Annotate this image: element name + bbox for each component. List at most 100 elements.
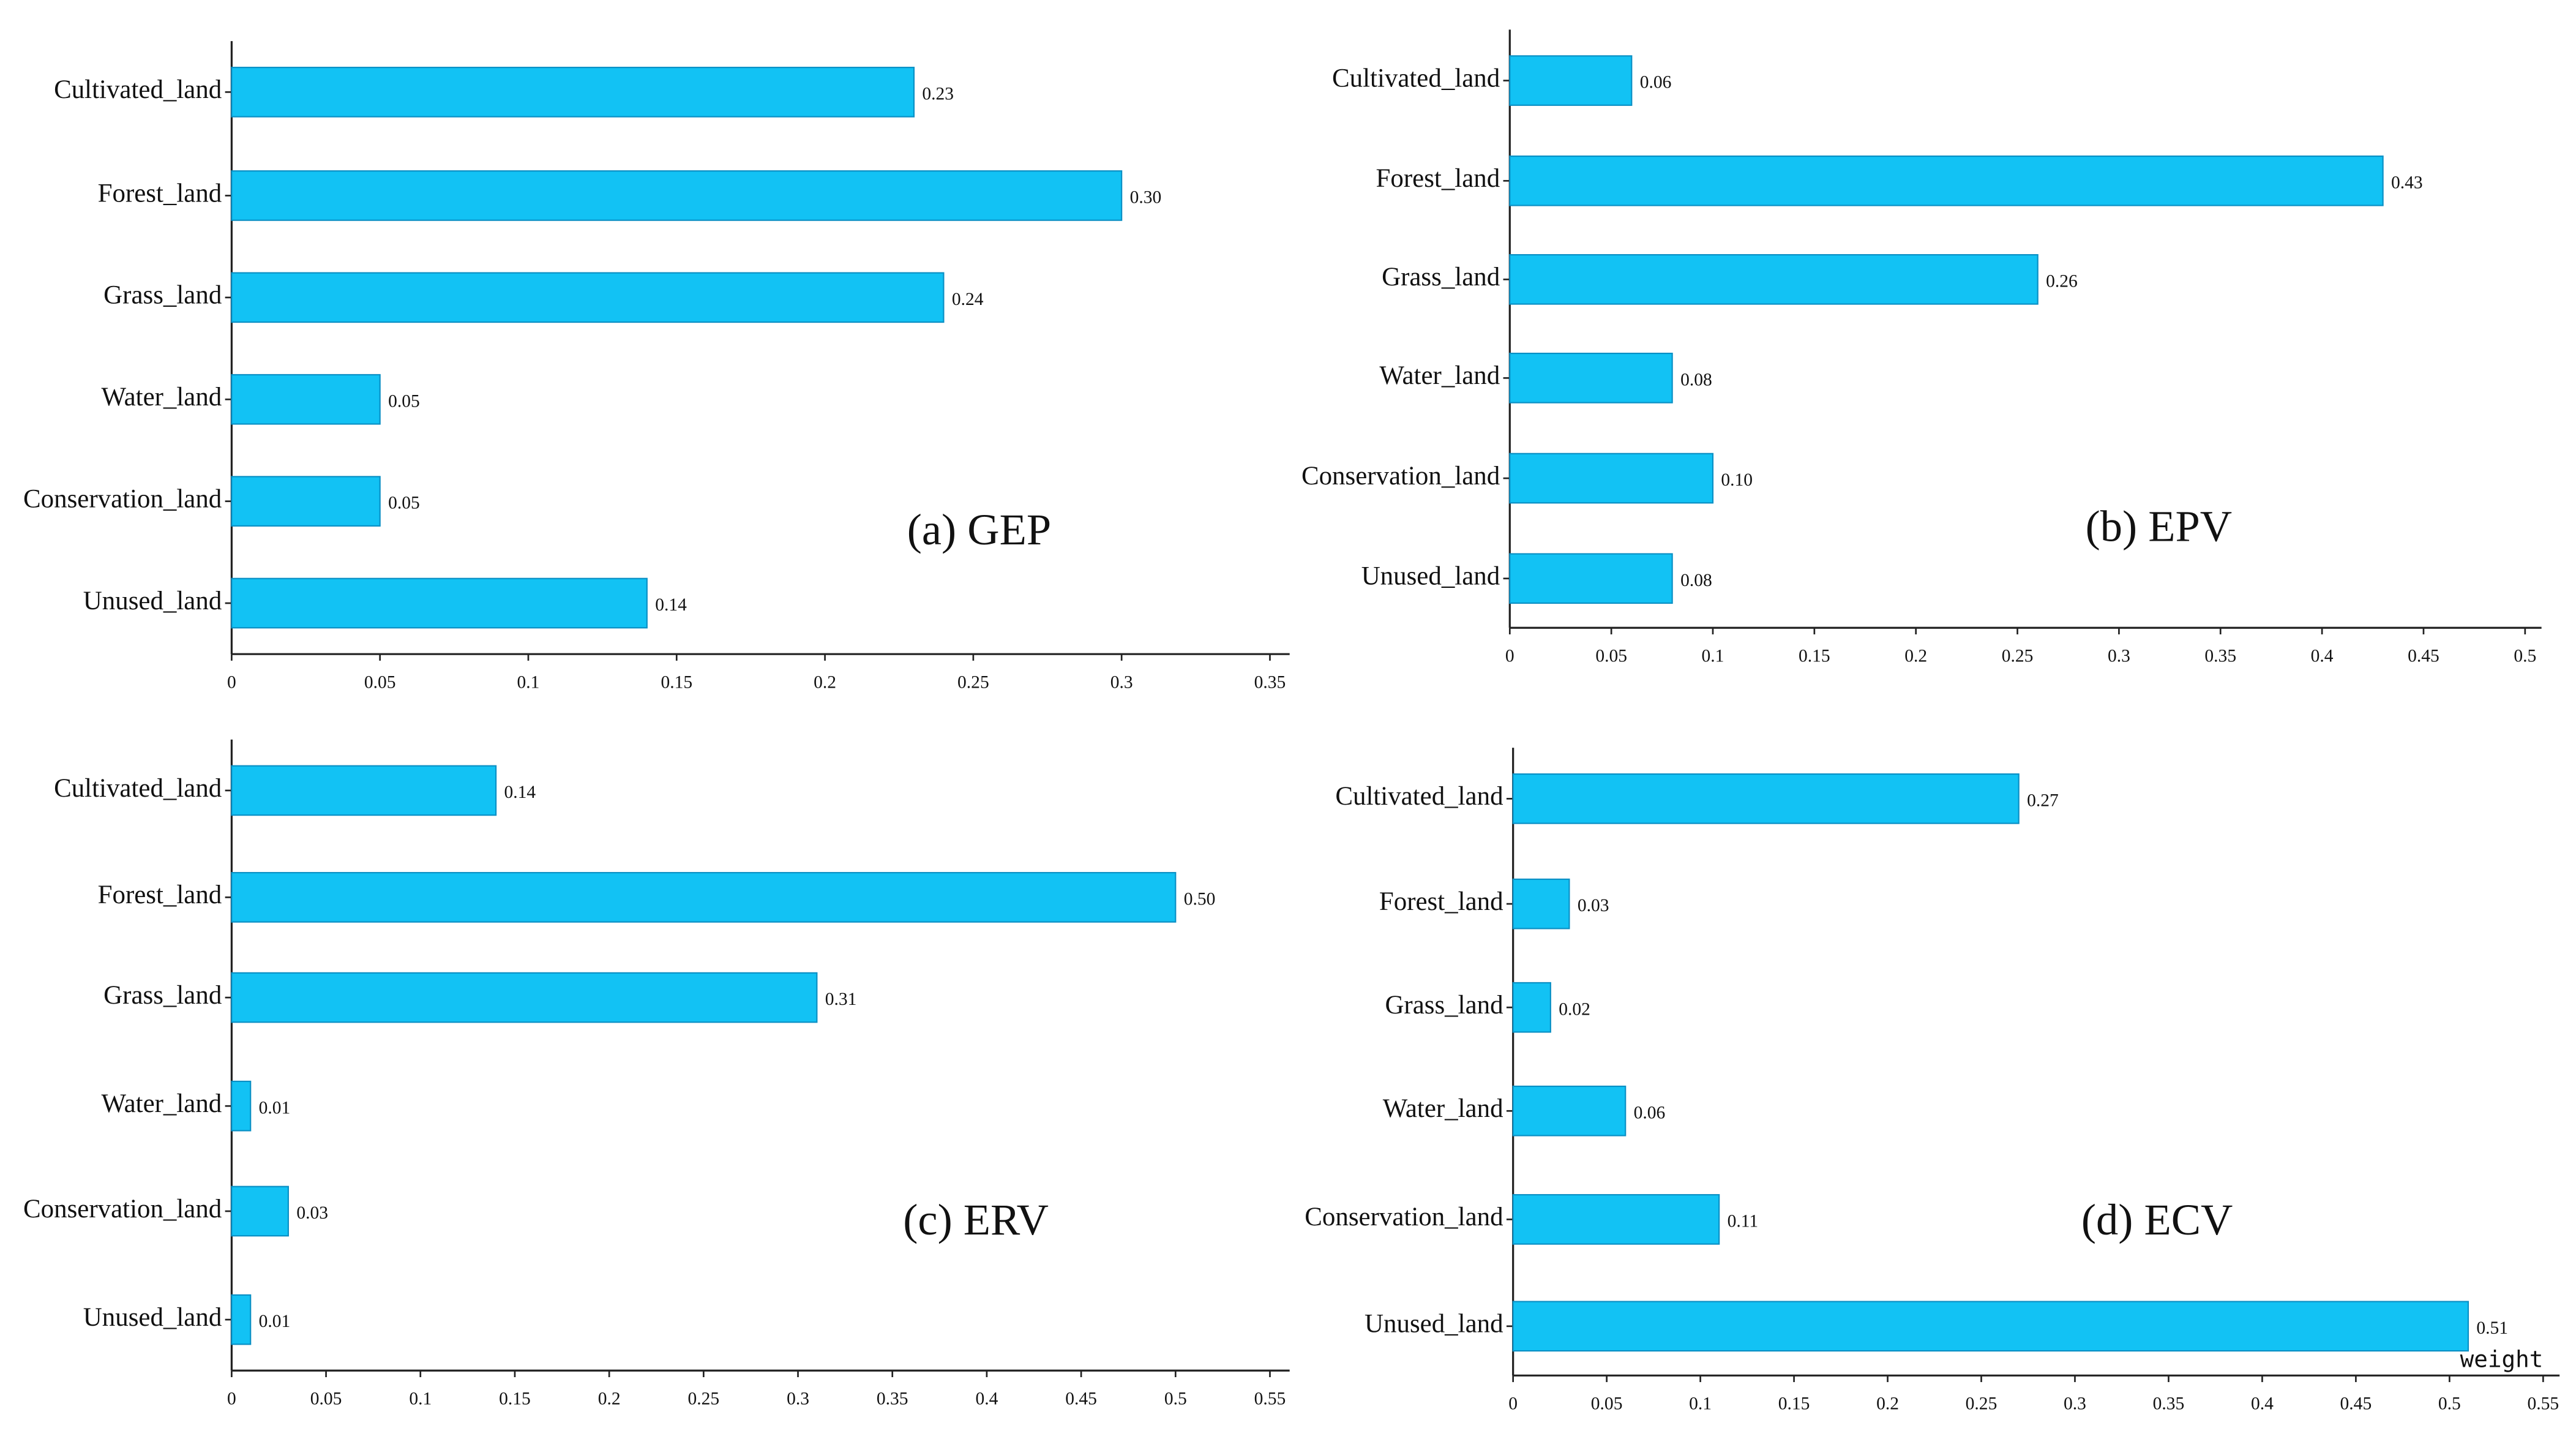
- x-tick-label: 0.15: [1799, 646, 1830, 666]
- value-label: 0.06: [1634, 1103, 1666, 1122]
- bar: [231, 577, 648, 629]
- category-label: Water_land: [1383, 1094, 1503, 1123]
- value-label: 0.27: [2027, 791, 2059, 811]
- x-tick-label: 0.2: [814, 672, 836, 692]
- x-tick-label: 0.3: [2064, 1394, 2086, 1413]
- category-label: Grass_land: [1382, 263, 1500, 291]
- bar: [231, 1294, 252, 1345]
- x-tick-label: 0.35: [2204, 646, 2236, 666]
- panel-title: (d) ECV: [2081, 1195, 2233, 1244]
- x-tick-label: 0.5: [2438, 1394, 2461, 1413]
- bar: [1509, 254, 2039, 305]
- x-tick-label: 0: [227, 672, 236, 692]
- bar: [231, 476, 381, 527]
- x-tick-label: 0.4: [2251, 1394, 2274, 1413]
- value-label: 0.03: [296, 1203, 328, 1223]
- category-label: Grass_land: [103, 981, 222, 1010]
- value-label: 0.08: [1680, 370, 1712, 389]
- bar: [231, 765, 497, 816]
- value-label: 0.05: [388, 391, 420, 411]
- x-tick-label: 0.45: [2340, 1394, 2372, 1413]
- value-label: 0.11: [1728, 1212, 1759, 1231]
- value-label: 0.08: [1680, 571, 1712, 590]
- x-tick-label: 0.05: [364, 672, 396, 692]
- x-tick-label: 0.2: [1876, 1394, 1899, 1413]
- category-label: Conservation_land: [23, 1195, 222, 1223]
- value-label: 0.26: [2046, 271, 2078, 291]
- x-tick-label: 0.25: [1966, 1394, 1998, 1413]
- category-label: Forest_land: [98, 179, 222, 208]
- bar: [231, 1185, 289, 1237]
- value-label: 0.05: [388, 494, 420, 513]
- x-tick-label: 0.2: [1904, 646, 1927, 666]
- category-label: Forest_land: [1376, 164, 1500, 193]
- value-label: 0.01: [259, 1098, 291, 1118]
- x-tick-label: 0.45: [2408, 646, 2439, 666]
- value-label: 0.43: [2391, 173, 2423, 192]
- category-label: Water_land: [102, 383, 222, 411]
- category-label: Water_land: [102, 1089, 222, 1118]
- category-label: Conservation_land: [1305, 1203, 1503, 1231]
- value-label: 0.14: [504, 783, 536, 802]
- x-tick-label: 0: [1508, 1394, 1518, 1413]
- x-tick-label: 0: [1505, 646, 1515, 666]
- x-tick-label: 0.3: [2108, 646, 2130, 666]
- category-label: Cultivated_land: [1332, 64, 1500, 92]
- x-tick-label: 0.3: [787, 1389, 809, 1408]
- x-tick-label: 0.15: [499, 1389, 531, 1408]
- value-label: 0.23: [922, 85, 954, 104]
- x-tick-label: 0.4: [2311, 646, 2334, 666]
- bar: [1509, 553, 1673, 604]
- category-label: Unused_land: [83, 1303, 222, 1332]
- bar: [1509, 155, 2384, 206]
- bar: [231, 67, 915, 118]
- category-label: Unused_land: [83, 587, 222, 615]
- bar: [1512, 1194, 1720, 1245]
- value-label: 0.31: [825, 990, 857, 1009]
- bar: [1512, 1085, 1627, 1137]
- value-label: 0.01: [259, 1312, 291, 1331]
- x-tick-label: 0.1: [409, 1389, 432, 1408]
- panel-title: (a) GEP: [907, 505, 1051, 554]
- x-tick-label: 0.1: [517, 672, 540, 692]
- value-label: 0.03: [1578, 896, 1609, 915]
- x-tick-label: 0.05: [310, 1389, 342, 1408]
- bar: [1512, 1301, 2469, 1352]
- value-label: 0.30: [1130, 188, 1162, 208]
- value-label: 0.10: [1721, 470, 1753, 490]
- bar: [231, 872, 1177, 923]
- bar: [1512, 878, 1570, 930]
- bar: [1512, 773, 2020, 824]
- x-tick-label: 0.2: [598, 1389, 621, 1408]
- category-label: Forest_land: [1379, 887, 1503, 916]
- value-label: 0.24: [952, 290, 984, 309]
- bar: [231, 170, 1123, 221]
- value-label: 0.51: [2476, 1318, 2508, 1338]
- x-tick-label: 0.05: [1591, 1394, 1623, 1413]
- x-tick-label: 0.45: [1065, 1389, 1097, 1408]
- bar: [1509, 353, 1673, 404]
- bar: [1509, 453, 1714, 504]
- x-tick-label: 0: [227, 1389, 236, 1408]
- x-tick-label: 0.25: [957, 672, 989, 692]
- x-tick-label: 0.1: [1702, 646, 1724, 666]
- x-tick-label: 0.25: [2002, 646, 2034, 666]
- category-label: Forest_land: [98, 881, 222, 909]
- x-tick-label: 0.5: [2514, 646, 2536, 666]
- bar: [231, 374, 381, 425]
- value-label: 0.14: [655, 595, 687, 615]
- x-tick-label: 0.15: [1778, 1394, 1810, 1413]
- category-label: Unused_land: [1365, 1310, 1503, 1339]
- x-tick-label: 0.25: [688, 1389, 720, 1408]
- category-label: Conservation_land: [1301, 462, 1500, 490]
- x-tick-label: 0.5: [1164, 1389, 1187, 1408]
- panel-title: (c) ERV: [903, 1195, 1049, 1244]
- x-tick-label: 0.1: [1689, 1394, 1712, 1413]
- x-tick-label: 0.15: [661, 672, 692, 692]
- x-tick-label: 0.4: [975, 1389, 998, 1408]
- x-tick-label: 0.05: [1595, 646, 1627, 666]
- category-label: Grass_land: [1385, 991, 1503, 1020]
- category-label: Cultivated_land: [1335, 782, 1503, 811]
- bar: [231, 972, 818, 1023]
